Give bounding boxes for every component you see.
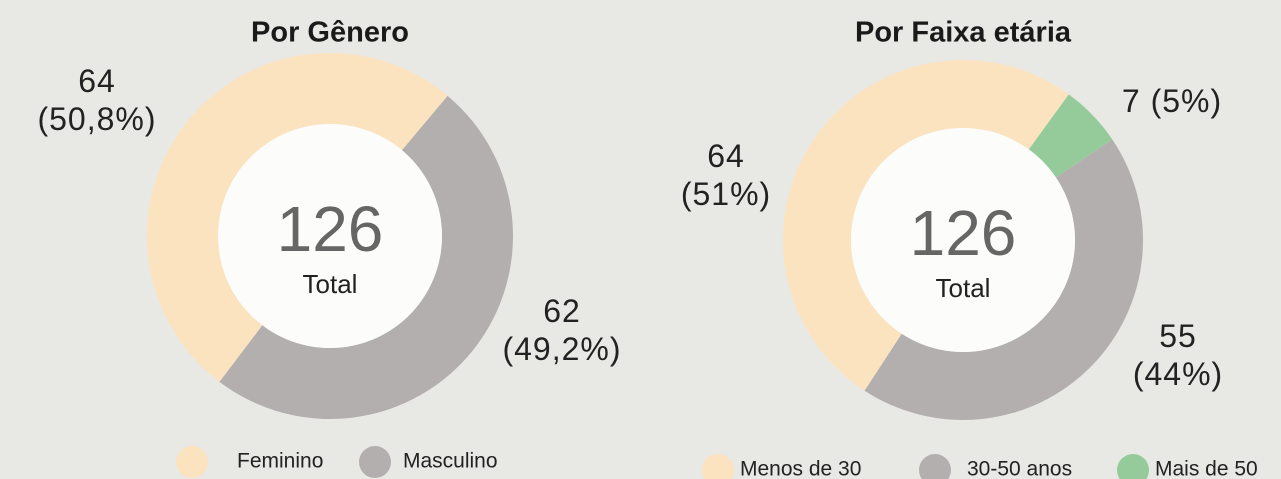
- legend-label: Mais de 50: [1155, 458, 1258, 479]
- donut-hole: [218, 124, 442, 348]
- total-value: 126: [277, 193, 384, 265]
- legend-label: Masculino: [403, 450, 498, 473]
- total-label: Total: [936, 273, 991, 303]
- value-label: 62 (49,2%): [502, 293, 622, 367]
- value-label: 64 (51%): [680, 138, 772, 212]
- value-label: 64 (50,8%): [37, 63, 157, 137]
- legend-label: 30-50 anos: [967, 458, 1072, 479]
- legend-swatch: [1117, 454, 1149, 479]
- legend-swatch: [359, 446, 391, 478]
- donut-segment: [146, 52, 448, 382]
- value-label: 55 (44%): [1132, 318, 1224, 392]
- donut-segment: [864, 139, 1144, 421]
- donut-segment: [783, 60, 1069, 391]
- legend-swatch: [176, 446, 208, 478]
- total-value: 126: [910, 197, 1017, 269]
- chart-title: Por Gênero: [251, 17, 409, 49]
- total-label: Total: [303, 269, 358, 299]
- value-label: 7 (5%): [1121, 83, 1223, 119]
- legend-label: Menos de 30: [740, 458, 861, 479]
- donut-segment: [1028, 94, 1113, 178]
- chart-title: Por Faixa etária: [855, 17, 1072, 49]
- legend-swatch: [702, 454, 734, 479]
- donut-hole: [851, 128, 1075, 352]
- legend-swatch: [919, 454, 951, 479]
- donut-segment: [219, 95, 513, 419]
- legend-label: Feminino: [237, 450, 323, 473]
